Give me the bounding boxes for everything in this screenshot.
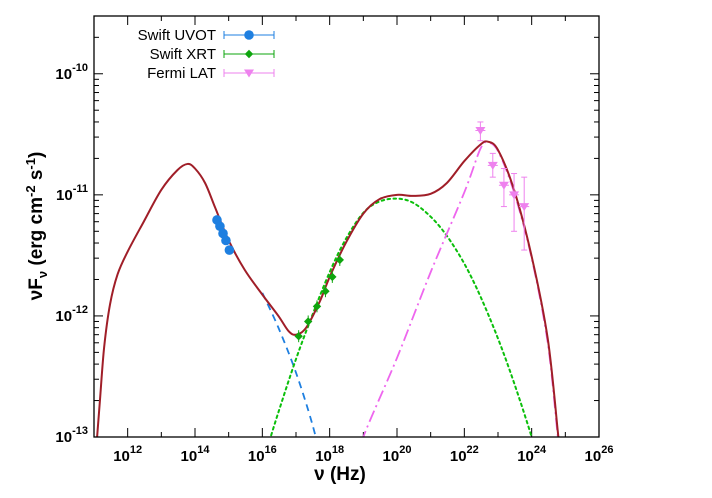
y-tick-label: 10-12	[55, 304, 88, 325]
data-point-swift-uvot	[215, 221, 225, 232]
legend: Swift UVOT Swift XRT Fermi LAT	[138, 27, 275, 82]
legend-label: Fermi LAT	[147, 65, 216, 82]
x-tick-labels: 1012 1014 1016 1018 1020 1022 1024 1026	[113, 444, 613, 465]
model-curve-external-compton	[362, 141, 559, 437]
data-point-swift-xrt	[328, 272, 337, 282]
data-point-swift-uvot	[224, 245, 235, 255]
x-tick-label: 1016	[248, 444, 277, 465]
x-axis-title: ν (Hz)	[314, 464, 366, 485]
data-point-fermi-lat	[498, 181, 509, 190]
model-curve-synchrotron	[261, 292, 317, 437]
legend-marker	[244, 30, 254, 40]
legend-label: Swift UVOT	[138, 27, 216, 44]
x-tick-label: 1012	[113, 444, 142, 465]
data-point-fermi-lat	[509, 191, 520, 200]
plot-frame	[93, 15, 600, 438]
data-point-swift-xrt	[321, 287, 330, 296]
data-points	[212, 121, 530, 343]
x-tick-label: 1024	[517, 444, 547, 465]
y-tick-labels: 10-13 10-12 10-11 10-10	[55, 62, 88, 446]
x-tick-label: 1018	[315, 444, 344, 465]
tick-marks	[93, 15, 600, 438]
y-axis-title: νFν (erg cm-2 s-1)	[23, 152, 50, 301]
data-point-fermi-lat	[475, 126, 486, 135]
data-point-swift-xrt	[312, 302, 322, 311]
y-tick-label: 10-13	[55, 425, 88, 446]
x-tick-label: 1020	[383, 444, 412, 465]
x-tick-label: 1026	[585, 444, 614, 465]
data-point-swift-xrt	[303, 317, 313, 326]
legend-marker	[244, 49, 254, 59]
x-tick-label: 1022	[450, 444, 479, 465]
model-curve-total	[96, 140, 560, 437]
data-point-fermi-lat	[519, 203, 530, 212]
data-point-fermi-lat	[487, 161, 498, 170]
data-point-swift-xrt	[294, 332, 303, 341]
model-curves	[96, 140, 560, 437]
legend-label: Swift XRT	[150, 46, 216, 63]
y-tick-label: 10-11	[56, 183, 88, 204]
y-tick-label: 10-10	[55, 62, 88, 83]
data-point-swift-uvot	[221, 235, 231, 246]
data-point-swift-xrt	[335, 255, 345, 265]
x-tick-label: 1014	[181, 444, 211, 465]
legend-marker	[244, 69, 254, 78]
